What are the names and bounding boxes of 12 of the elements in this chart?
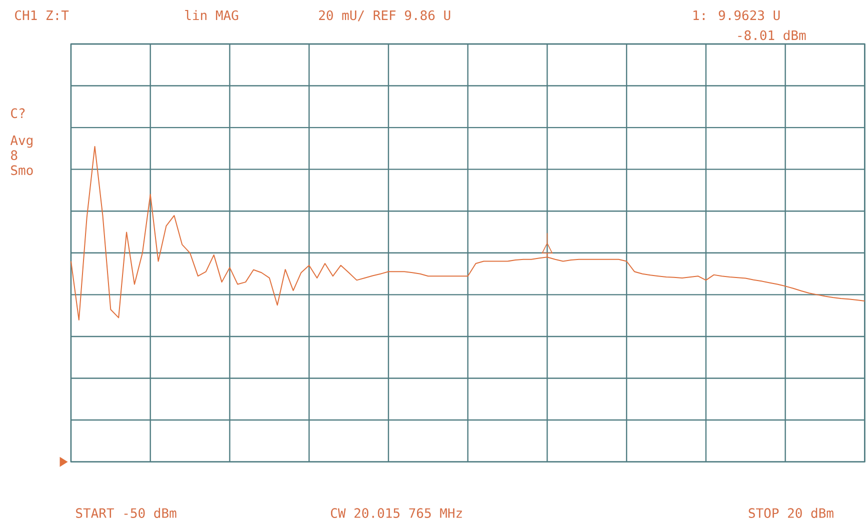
text: -8.01 dBm: [738, 30, 806, 40]
text: STOP 20 dBm: [748, 508, 834, 518]
text: C?: [11, 108, 25, 118]
text: START -50 dBm: [76, 508, 176, 518]
text: 20 mU/ REF 9.86 U: [319, 10, 450, 22]
text: 8: [11, 150, 18, 160]
text: Smo: [11, 165, 33, 176]
text: CH1 Z:T: [15, 10, 69, 20]
text: CW 20.015 765 MHz: [330, 508, 462, 518]
text: 1: 9.9623 U: [694, 10, 780, 20]
text: Avg: [10, 136, 32, 148]
text: lin MAG: [185, 10, 238, 20]
